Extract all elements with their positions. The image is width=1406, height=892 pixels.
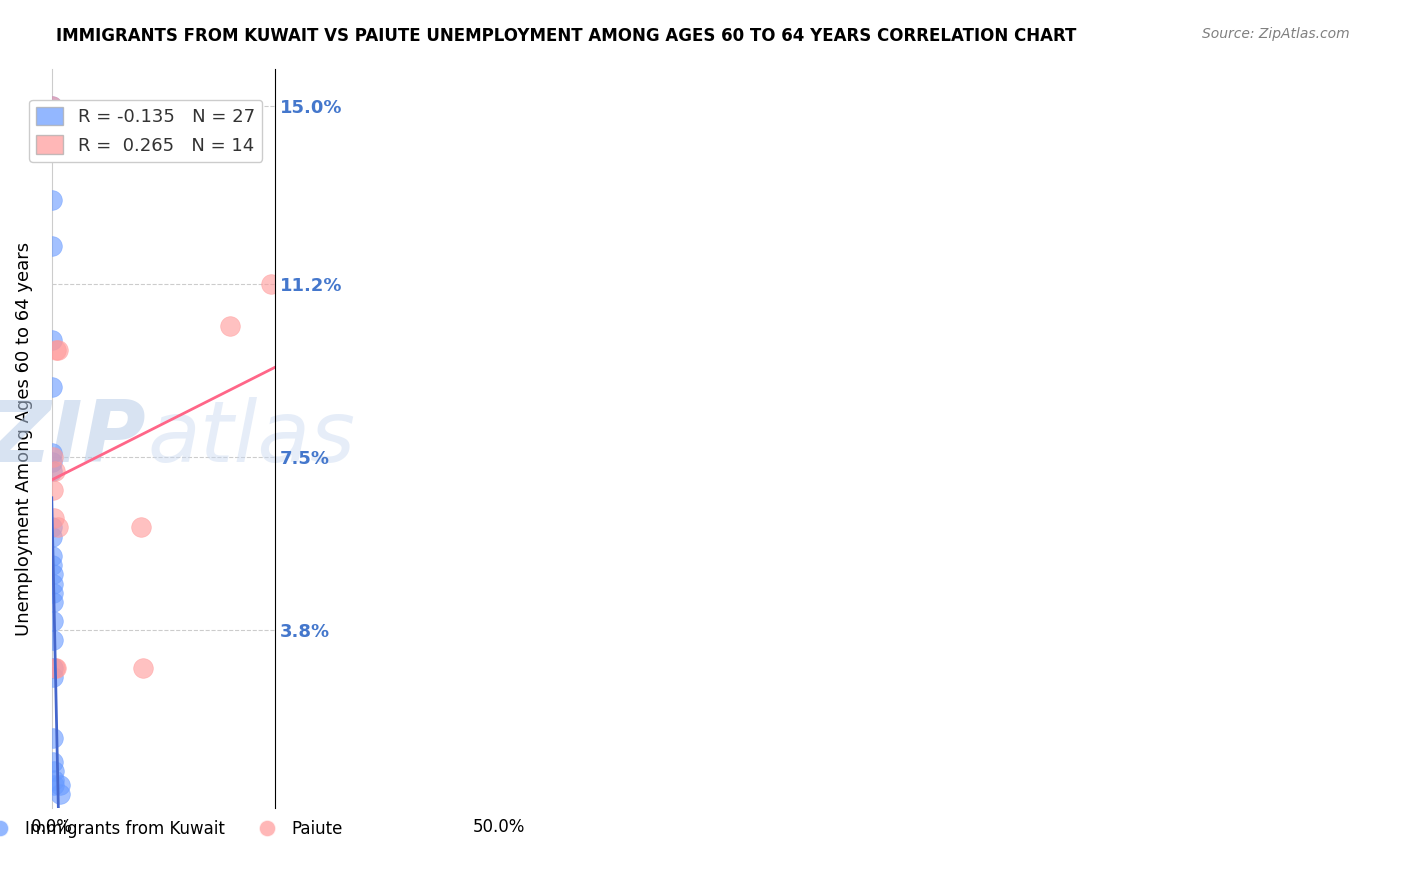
- Point: [41, 99, 63, 113]
- Point: [41, 661, 63, 675]
- Point: [41, 445, 63, 459]
- Point: [42, 755, 65, 769]
- Point: [42, 731, 65, 746]
- Point: [44, 464, 66, 478]
- Point: [41, 520, 63, 534]
- Point: [41, 567, 63, 582]
- Point: [41, 576, 63, 591]
- Point: [129, 520, 152, 534]
- Text: 0.0%: 0.0%: [31, 818, 73, 836]
- Text: IMMIGRANTS FROM KUWAIT VS PAIUTE UNEMPLOYMENT AMONG AGES 60 TO 64 YEARS CORRELAT: IMMIGRANTS FROM KUWAIT VS PAIUTE UNEMPLO…: [56, 27, 1077, 45]
- Point: [41, 558, 63, 572]
- Point: [41, 549, 63, 563]
- Point: [41, 450, 63, 465]
- Point: [41, 193, 63, 207]
- Point: [45, 661, 67, 675]
- Point: [42, 764, 65, 778]
- Point: [41, 632, 63, 647]
- Text: 50.0%: 50.0%: [472, 818, 524, 836]
- Point: [44, 661, 66, 675]
- Y-axis label: Unemployment Among Ages 60 to 64 years: Unemployment Among Ages 60 to 64 years: [15, 242, 32, 635]
- Point: [42, 670, 65, 684]
- Point: [41, 464, 63, 478]
- Legend: Immigrants from Kuwait, Paiute: Immigrants from Kuwait, Paiute: [0, 814, 350, 845]
- Point: [41, 380, 63, 394]
- Point: [41, 99, 63, 113]
- Point: [45, 343, 67, 357]
- Point: [42, 778, 65, 792]
- Point: [260, 277, 283, 291]
- Point: [42, 483, 65, 497]
- Point: [49, 788, 72, 802]
- Point: [41, 595, 63, 609]
- Point: [41, 586, 63, 600]
- Point: [41, 614, 63, 628]
- Point: [49, 778, 72, 792]
- Point: [42, 511, 65, 525]
- Point: [48, 520, 70, 534]
- Text: Source: ZipAtlas.com: Source: ZipAtlas.com: [1202, 27, 1350, 41]
- Point: [46, 343, 69, 357]
- Point: [41, 333, 63, 347]
- Point: [41, 239, 63, 253]
- Point: [132, 661, 155, 675]
- Point: [41, 455, 63, 469]
- Point: [42, 773, 65, 788]
- Text: atlas: atlas: [148, 397, 356, 480]
- Text: ZIP: ZIP: [0, 397, 146, 480]
- Point: [219, 319, 242, 334]
- Point: [41, 530, 63, 544]
